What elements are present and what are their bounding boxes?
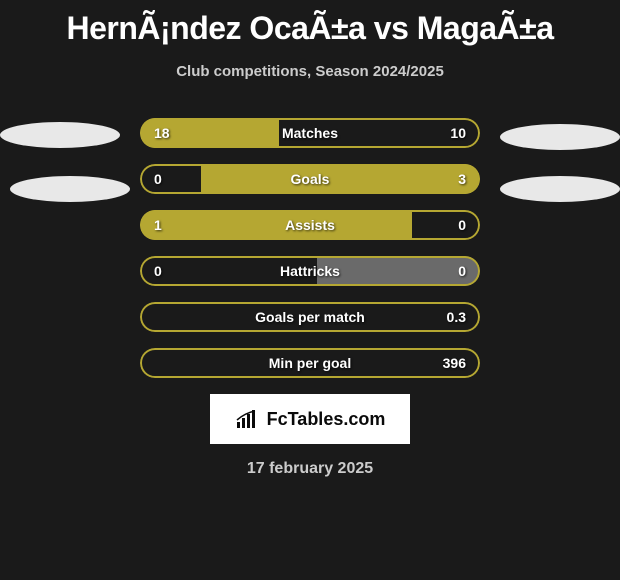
chart-icon [235, 410, 259, 428]
player-avatar-right-1 [500, 124, 620, 150]
stat-value-right: 10 [450, 125, 466, 141]
stat-label: Matches [282, 125, 338, 141]
player-avatar-left-2 [10, 176, 130, 202]
stat-value-left: 0 [154, 263, 162, 279]
stat-value-right: 0.3 [447, 309, 466, 325]
player-avatar-left-1 [0, 122, 120, 148]
stat-label: Hattricks [280, 263, 340, 279]
comparison-date: 17 february 2025 [0, 460, 620, 478]
stat-label: Assists [285, 217, 335, 233]
stat-value-left: 0 [154, 171, 162, 187]
stat-label: Min per goal [269, 355, 351, 371]
stat-row-min-per-goal: Min per goal 396 [140, 348, 480, 378]
stat-row-goals-per-match: Goals per match 0.3 [140, 302, 480, 332]
stats-container: 18 Matches 10 0 Goals 3 1 Assists 0 0 Ha… [0, 118, 620, 378]
stat-label: Goals per match [255, 309, 365, 325]
stat-value-left: 18 [154, 125, 170, 141]
stat-value-left: 1 [154, 217, 162, 233]
stat-value-right: 3 [458, 171, 466, 187]
stat-row-goals: 0 Goals 3 [140, 164, 480, 194]
comparison-subtitle: Club competitions, Season 2024/2025 [0, 63, 620, 80]
stat-value-right: 396 [443, 355, 466, 371]
player-avatar-right-2 [500, 176, 620, 202]
stat-value-right: 0 [458, 217, 466, 233]
comparison-title: HernÃ¡ndez OcaÃ±a vs MagaÃ±a [0, 0, 620, 47]
stat-row-assists: 1 Assists 0 [140, 210, 480, 240]
stat-row-hattricks: 0 Hattricks 0 [140, 256, 480, 286]
bar-fill-left [140, 210, 412, 240]
bar-fill-right [201, 164, 480, 194]
stat-label: Goals [291, 171, 330, 187]
stat-value-right: 0 [458, 263, 466, 279]
stat-row-matches: 18 Matches 10 [140, 118, 480, 148]
logo-text: FcTables.com [267, 409, 386, 430]
bar-fill-right [317, 256, 480, 286]
fctables-logo: FcTables.com [210, 394, 410, 444]
